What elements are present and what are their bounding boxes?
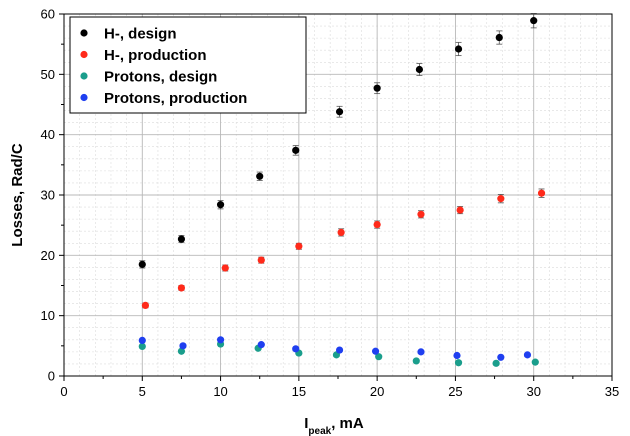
series-0 <box>138 12 538 269</box>
data-point <box>138 336 146 345</box>
x-tick-label: 30 <box>526 384 540 399</box>
data-point <box>373 84 381 92</box>
data-point <box>523 351 532 359</box>
data-point <box>337 228 345 237</box>
data-point <box>456 206 464 214</box>
legend-item: H-, production <box>80 47 206 64</box>
series-2 <box>138 340 539 367</box>
data-point <box>138 342 146 351</box>
data-point <box>375 353 383 361</box>
x-tick-labels: 0 5 10 15 20 25 30 35 <box>60 384 619 399</box>
data-point <box>415 65 424 74</box>
data-point <box>177 347 186 355</box>
data-point <box>373 220 381 229</box>
x-axis-title-rest: , mA <box>331 415 364 432</box>
legend-item: Protons, design <box>80 69 217 86</box>
legend-box <box>69 16 307 114</box>
x-tick-label: 0 <box>60 384 67 399</box>
data-point <box>497 353 505 361</box>
data-point <box>492 359 500 367</box>
data-point <box>417 210 425 218</box>
series-1 <box>141 188 546 310</box>
x-axis-title: Ipeak, mA <box>304 415 364 436</box>
data-point <box>454 359 463 367</box>
legend-label: H-, design <box>104 26 177 43</box>
legend-marker <box>80 29 88 37</box>
data-point <box>497 195 505 203</box>
x-axis-title-subscript: peak <box>308 426 331 436</box>
legend-label: Protons, design <box>104 69 217 86</box>
y-tick-label: 30 <box>41 188 55 203</box>
data-point <box>537 189 546 197</box>
series-3 <box>138 336 532 361</box>
data-point <box>495 33 503 42</box>
x-tick-label: 15 <box>292 384 306 399</box>
data-point <box>257 256 265 264</box>
legend-item: Protons, production <box>80 90 247 107</box>
y-tick-label: 0 <box>48 369 55 384</box>
legend-marker <box>80 50 88 59</box>
data-point <box>216 201 225 209</box>
data-point <box>216 336 225 344</box>
y-tick-label: 20 <box>41 248 55 263</box>
data-point <box>177 284 186 292</box>
legend: H-, design H-, production Protons, design P… <box>69 16 307 114</box>
data-point <box>177 235 186 243</box>
x-tick-label: 25 <box>448 384 462 399</box>
data-point <box>295 242 303 250</box>
data-point <box>221 264 229 272</box>
data-point <box>292 345 300 353</box>
data-point <box>179 342 187 350</box>
legend-marker <box>80 72 88 80</box>
data-point <box>292 146 300 154</box>
legend-item: H-, design <box>80 26 177 43</box>
data-point <box>531 358 539 366</box>
y-tick-label: 40 <box>41 127 55 142</box>
x-tick-label: 10 <box>213 384 227 399</box>
y-axis-title: Losses, Rad/C <box>9 143 26 247</box>
y-tick-label: 60 <box>41 7 55 22</box>
data-point <box>453 351 461 360</box>
x-axis-title-main: I <box>304 415 308 432</box>
x-tick-label: 35 <box>605 384 619 399</box>
y-tick-labels: 0 10 20 30 40 50 60 <box>41 7 55 384</box>
data-point <box>141 301 150 310</box>
major-grid <box>64 14 612 376</box>
legend-label: Protons, production <box>104 90 247 107</box>
legend-items: H-, design H-, production Protons, design P… <box>80 26 247 107</box>
data-point <box>412 357 420 365</box>
data-point <box>256 172 264 180</box>
data-point <box>257 341 265 349</box>
data-point <box>454 45 463 53</box>
y-tick-label: 50 <box>41 67 55 82</box>
series-layer <box>138 12 546 367</box>
data-point <box>335 108 344 116</box>
axis-ticks <box>59 13 613 381</box>
data-point <box>371 347 380 355</box>
data-point <box>417 348 425 356</box>
data-point <box>335 346 344 354</box>
x-tick-label: 5 <box>139 384 146 399</box>
legend-marker <box>80 93 88 102</box>
data-point <box>138 260 146 268</box>
data-point <box>530 17 538 25</box>
y-tick-label: 10 <box>41 308 55 323</box>
x-tick-label: 20 <box>370 384 384 399</box>
legend-label: H-, production <box>104 47 206 64</box>
